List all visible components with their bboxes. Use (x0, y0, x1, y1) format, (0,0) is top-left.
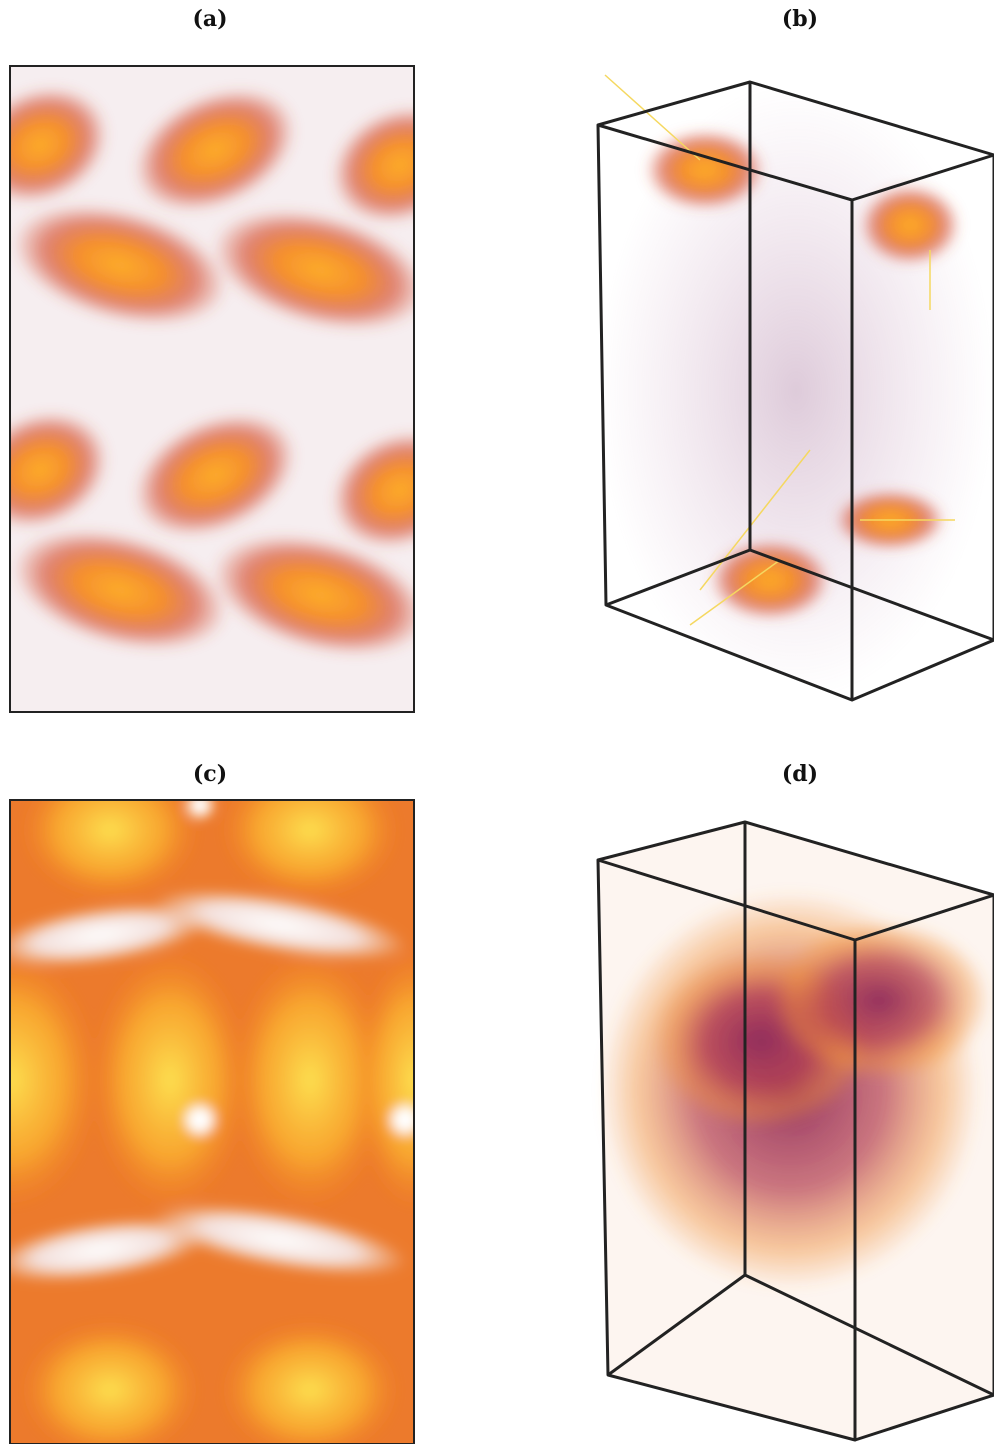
blob (710, 540, 830, 620)
panel-label: (c) (193, 761, 227, 787)
blob (770, 920, 990, 1080)
blob (188, 793, 212, 817)
panel-c-field (0, 760, 474, 1444)
figure: (a) (b) (c) (d) (0, 0, 994, 1444)
blob (90, 950, 250, 1210)
panel-b-field (598, 75, 994, 700)
panel-label: (b) (782, 6, 818, 32)
blob (860, 185, 960, 265)
blob (20, 760, 200, 900)
blob (220, 760, 400, 900)
blob (186, 1106, 214, 1134)
panel-label: (a) (192, 6, 227, 32)
page: (a) (b) (c) (d) (0, 0, 994, 1444)
panel-label: (d) (782, 761, 818, 787)
